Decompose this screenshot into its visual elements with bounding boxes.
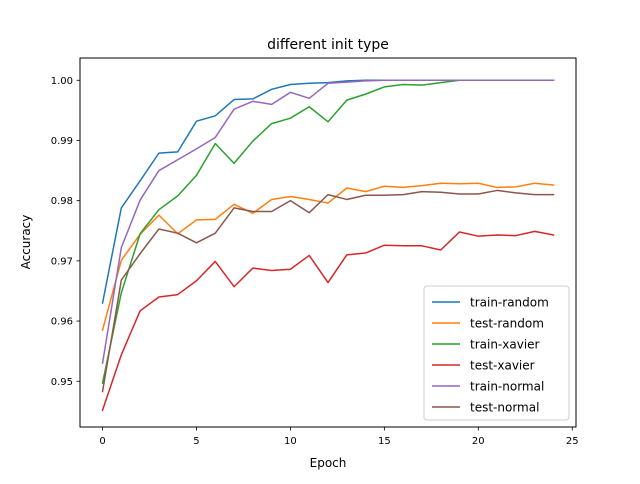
legend-label-test-normal: test-normal <box>470 401 539 415</box>
y-tick-label: 1.00 <box>51 76 73 87</box>
legend-label-test-xavier: test-xavier <box>470 359 535 373</box>
y-tick-label: 0.97 <box>51 256 73 267</box>
legend-label-train-normal: train-normal <box>470 380 544 394</box>
x-tick-label: 10 <box>284 436 297 447</box>
legend-label-train-random: train-random <box>470 296 549 310</box>
chart-title: different init type <box>267 37 389 53</box>
series-line-test-xavier <box>101 230 555 412</box>
series-line-train-normal <box>101 79 555 365</box>
y-tick-label: 0.99 <box>51 136 73 147</box>
x-axis-label: Epoch <box>310 456 347 470</box>
series-line-test-normal <box>101 189 555 393</box>
x-axis-ticks: 0 5 10 15 20 25 <box>99 427 579 447</box>
legend: train-random test-random train-xavier test-… <box>423 285 570 421</box>
legend-label-train-xavier: train-xavier <box>470 338 540 352</box>
x-tick-label: 15 <box>378 436 391 447</box>
y-axis-label: Accuracy <box>19 215 33 270</box>
x-tick-label: 5 <box>193 436 199 447</box>
y-tick-label: 0.96 <box>51 317 73 328</box>
x-tick-label: 0 <box>99 436 105 447</box>
y-tick-label: 0.98 <box>51 196 73 207</box>
x-tick-label: 25 <box>566 436 579 447</box>
legend-items: train-random test-random train-xavier test-… <box>432 296 549 415</box>
y-axis-ticks: 0.95 0.96 0.97 0.98 0.99 1.00 <box>51 76 80 388</box>
legend-box <box>423 285 570 421</box>
y-tick-label: 0.95 <box>51 377 73 388</box>
x-tick-label: 20 <box>472 436 485 447</box>
legend-label-test-random: test-random <box>470 317 544 331</box>
plot-frame <box>79 57 577 428</box>
series-layer <box>101 79 555 412</box>
